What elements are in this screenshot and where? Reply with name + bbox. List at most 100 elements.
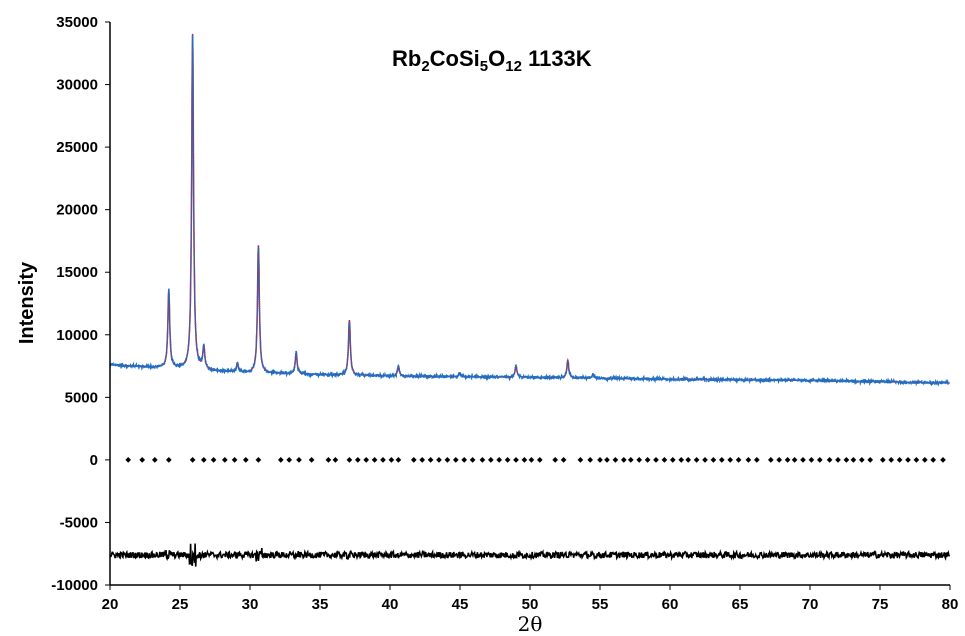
reflection-marker: [718, 457, 725, 463]
reflection-marker: [930, 457, 937, 463]
reflection-marker: [888, 457, 895, 463]
y-axis-title: Intensity: [16, 261, 38, 344]
reflection-marker: [444, 457, 451, 463]
reflection-marker: [745, 457, 752, 463]
y-tick-label: 0: [90, 452, 98, 469]
reflection-marker: [940, 457, 946, 463]
chart-title-part: 12: [505, 58, 522, 75]
reflection-marker: [835, 457, 841, 463]
x-tick-label: 35: [312, 596, 329, 613]
x-tick-label: 50: [522, 596, 539, 613]
reflection-marker: [277, 457, 284, 463]
x-tick-label: 80: [942, 596, 959, 613]
reflection-marker: [221, 457, 228, 463]
reflection-marker: [661, 457, 668, 463]
reflection-marker: [380, 457, 386, 463]
reflection-marker: [332, 457, 339, 463]
x-tick-label: 75: [872, 596, 889, 613]
reflection-marker: [879, 457, 886, 463]
reflection-marker: [636, 457, 643, 463]
reflection-marker: [735, 457, 742, 463]
reflection-marker: [653, 457, 659, 463]
calculated-line: [110, 33, 950, 384]
reflection-marker: [461, 457, 468, 463]
reflection-marker: [139, 457, 146, 463]
reflection-marker: [577, 457, 584, 463]
reflection-marker: [255, 457, 262, 463]
reflection-marker: [753, 457, 760, 463]
y-tick-label: 30000: [56, 77, 98, 94]
reflection-marker: [308, 457, 315, 463]
x-tick-label: 70: [802, 596, 819, 613]
reflection-marker: [513, 457, 519, 463]
chart-title-part: O: [488, 46, 505, 71]
reflection-marker: [346, 457, 353, 463]
chart-title-part: CoSi: [430, 46, 480, 71]
reflection-marker: [419, 457, 426, 463]
y-tick-label: 20000: [56, 202, 98, 219]
x-axis-title: 2θ: [518, 612, 543, 636]
reflection-marker: [427, 457, 434, 463]
reflection-marker: [921, 457, 928, 463]
reflection-marker: [727, 457, 734, 463]
reflection-marker: [296, 457, 302, 463]
y-tick-label: 5000: [65, 389, 98, 406]
reflection-marker: [669, 457, 676, 463]
x-tick-label: 45: [452, 596, 469, 613]
reflection-marker: [410, 457, 417, 463]
reflection-marker: [479, 457, 486, 463]
y-tick-label: 10000: [56, 327, 98, 344]
reflection-marker: [125, 457, 132, 463]
reflection-marker: [843, 457, 850, 463]
reflection-marker: [504, 457, 511, 463]
x-tick-label: 40: [382, 596, 399, 613]
reflection-marker: [693, 457, 700, 463]
plot-area: [109, 33, 951, 567]
chart-title: Rb2CoSi5O12 1133K: [392, 46, 592, 75]
reflection-marker: [363, 457, 370, 463]
x-tick-label: 55: [592, 596, 609, 613]
reflection-marker: [536, 457, 543, 463]
chart-title-part: 1133K: [522, 46, 592, 71]
reflection-marker: [354, 457, 361, 463]
reflection-marker: [552, 457, 559, 463]
reflection-marker: [627, 457, 634, 463]
reflection-marker: [644, 457, 651, 463]
reflection-marker: [210, 457, 217, 463]
reflection-marker: [452, 457, 459, 463]
reflection-marker: [521, 457, 528, 463]
reflection-marker: [896, 457, 903, 463]
reflection-marker: [560, 457, 567, 463]
x-tick-label: 20: [102, 596, 119, 613]
reflection-marker: [905, 457, 911, 463]
reflection-marker: [678, 457, 685, 463]
reflection-marker: [710, 457, 717, 463]
x-tick-label: 60: [662, 596, 679, 613]
reflection-marker: [612, 457, 619, 463]
reflection-marker: [702, 457, 708, 463]
reflection-marker: [913, 457, 920, 463]
reflection-marker: [604, 457, 610, 463]
reflection-marker: [487, 457, 494, 463]
axes: [105, 21, 951, 590]
reflection-marker: [436, 457, 442, 463]
reflection-marker: [395, 457, 402, 463]
reflection-marker: [469, 457, 476, 463]
reflection-marker: [826, 457, 833, 463]
chart-title-part: 5: [480, 58, 488, 75]
reflection-marker: [597, 457, 603, 463]
x-tick-label: 30: [242, 596, 259, 613]
reflection-marker: [800, 457, 806, 463]
reflection-marker: [867, 457, 874, 463]
reflection-marker: [371, 457, 378, 463]
chart-title-part: Rb: [392, 46, 421, 71]
observed-points: [109, 34, 950, 387]
chart-title-part: 2: [421, 58, 429, 75]
y-tick-label: 25000: [56, 139, 98, 156]
tick-labels: 20 25 30 35 40 45 50 55 60 65 70 75 80-10000-5000050…: [51, 14, 958, 613]
x-tick-label: 25: [172, 596, 189, 613]
reflection-marker: [808, 457, 815, 463]
reflection-marker: [767, 457, 774, 463]
reflection-marker: [200, 457, 207, 463]
